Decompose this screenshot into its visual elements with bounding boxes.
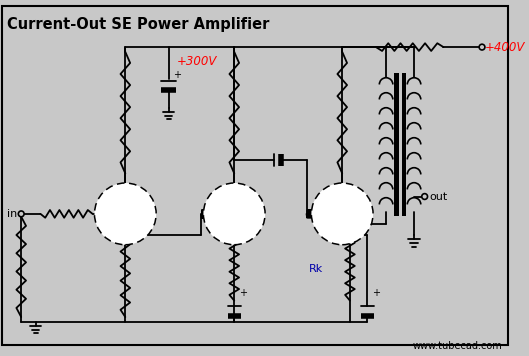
Bar xyxy=(402,73,406,216)
Bar xyxy=(331,193,354,198)
Bar xyxy=(114,193,137,198)
Bar xyxy=(223,229,246,235)
Bar xyxy=(241,213,247,217)
Bar xyxy=(331,229,354,235)
Bar xyxy=(329,213,336,217)
Bar xyxy=(122,213,129,217)
Circle shape xyxy=(479,44,485,50)
Text: +: + xyxy=(372,288,380,298)
Text: in: in xyxy=(7,209,17,219)
Text: www.tubecad.com: www.tubecad.com xyxy=(413,341,502,351)
Bar xyxy=(132,213,139,217)
Bar xyxy=(339,213,345,217)
Bar xyxy=(114,229,137,235)
Circle shape xyxy=(95,183,156,245)
Text: out: out xyxy=(430,192,448,201)
Bar xyxy=(223,193,246,198)
Text: Current-Out SE Power Amplifier: Current-Out SE Power Amplifier xyxy=(7,17,269,32)
Bar xyxy=(231,213,238,217)
Bar xyxy=(349,213,355,217)
Text: +: + xyxy=(239,288,247,298)
Circle shape xyxy=(422,194,427,199)
Bar xyxy=(112,213,119,217)
Circle shape xyxy=(312,183,373,245)
Bar xyxy=(221,213,228,217)
Text: Rk: Rk xyxy=(309,264,323,274)
Circle shape xyxy=(19,211,24,217)
Bar xyxy=(394,73,399,216)
Text: +300V: +300V xyxy=(176,55,217,68)
Circle shape xyxy=(204,183,265,245)
Text: +: + xyxy=(172,70,180,80)
Text: +400V: +400V xyxy=(485,41,525,54)
